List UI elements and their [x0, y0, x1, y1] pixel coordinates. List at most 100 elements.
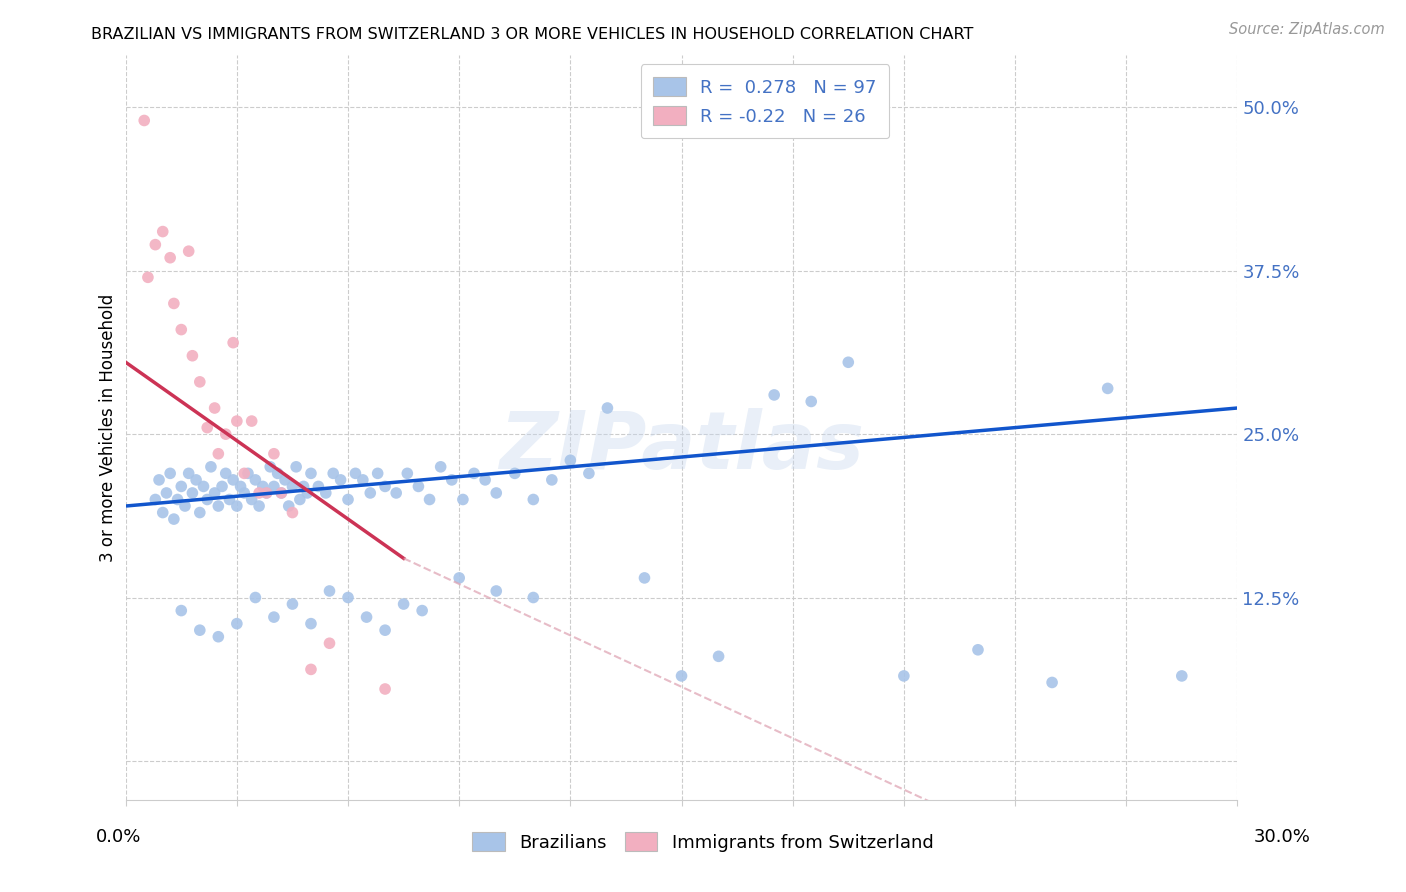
Point: [155, 486, 177, 500]
Point: [193, 479, 215, 493]
Point: [159, 251, 181, 265]
Point: [177, 467, 200, 481]
Point: [245, 473, 267, 487]
Point: [225, 499, 247, 513]
Point: [229, 479, 252, 493]
Point: [503, 467, 526, 481]
Point: [195, 492, 218, 507]
Point: [188, 375, 211, 389]
Point: [474, 473, 496, 487]
Point: [240, 414, 263, 428]
Point: [256, 486, 278, 500]
Point: [356, 610, 378, 624]
Point: [800, 394, 823, 409]
Point: [392, 597, 415, 611]
Point: [596, 401, 619, 415]
Point: [222, 473, 245, 487]
Point: [270, 486, 292, 500]
Point: [152, 506, 174, 520]
Point: [707, 649, 730, 664]
Point: [315, 486, 337, 500]
Point: [440, 473, 463, 487]
Point: [967, 642, 990, 657]
Point: [225, 414, 247, 428]
Point: [148, 473, 170, 487]
Legend: Brazilians, Immigrants from Switzerland: Brazilians, Immigrants from Switzerland: [464, 822, 942, 861]
Point: [633, 571, 655, 585]
Point: [163, 512, 186, 526]
Point: [252, 479, 274, 493]
Point: [200, 459, 222, 474]
Point: [329, 473, 352, 487]
Point: [136, 270, 159, 285]
Text: Source: ZipAtlas.com: Source: ZipAtlas.com: [1229, 22, 1385, 37]
Point: [170, 322, 193, 336]
Point: [181, 349, 204, 363]
Point: [337, 492, 360, 507]
Point: [337, 591, 360, 605]
Point: [367, 467, 389, 481]
Point: [522, 591, 544, 605]
Point: [207, 499, 229, 513]
Point: [1040, 675, 1063, 690]
Point: [385, 486, 408, 500]
Point: [143, 492, 166, 507]
Point: [204, 401, 226, 415]
Point: [263, 479, 285, 493]
Point: [281, 597, 304, 611]
Point: [277, 499, 299, 513]
Point: [359, 486, 381, 500]
Point: [247, 499, 270, 513]
Text: 0.0%: 0.0%: [96, 828, 141, 846]
Point: [143, 237, 166, 252]
Point: [170, 604, 193, 618]
Point: [307, 479, 329, 493]
Point: [299, 662, 322, 676]
Point: [281, 479, 304, 493]
Point: [540, 473, 562, 487]
Point: [374, 681, 396, 696]
Point: [463, 467, 485, 481]
Point: [292, 479, 315, 493]
Point: [396, 467, 419, 481]
Point: [837, 355, 859, 369]
Point: [240, 492, 263, 507]
Point: [159, 467, 181, 481]
Point: [188, 623, 211, 637]
Point: [247, 486, 270, 500]
Point: [318, 584, 340, 599]
Point: [256, 486, 278, 500]
Point: [170, 479, 193, 493]
Point: [163, 296, 186, 310]
Point: [374, 479, 396, 493]
Legend: R =  0.278   N = 97, R = -0.22   N = 26: R = 0.278 N = 97, R = -0.22 N = 26: [641, 64, 889, 138]
Point: [671, 669, 693, 683]
Point: [299, 616, 322, 631]
Point: [184, 473, 207, 487]
Point: [449, 571, 471, 585]
Point: [259, 459, 281, 474]
Point: [408, 479, 430, 493]
Point: [763, 388, 786, 402]
Point: [222, 335, 245, 350]
Point: [485, 584, 508, 599]
Point: [429, 459, 451, 474]
Point: [274, 473, 297, 487]
Point: [297, 486, 319, 500]
Point: [374, 623, 396, 637]
Point: [207, 630, 229, 644]
Point: [195, 420, 218, 434]
Point: [352, 473, 374, 487]
Point: [225, 616, 247, 631]
Point: [245, 591, 267, 605]
Point: [288, 492, 311, 507]
Point: [211, 479, 233, 493]
Point: [285, 459, 308, 474]
Point: [299, 467, 322, 481]
Point: [233, 486, 256, 500]
Point: [181, 486, 204, 500]
Point: [318, 636, 340, 650]
Point: [281, 506, 304, 520]
Point: [485, 486, 508, 500]
Point: [233, 467, 256, 481]
